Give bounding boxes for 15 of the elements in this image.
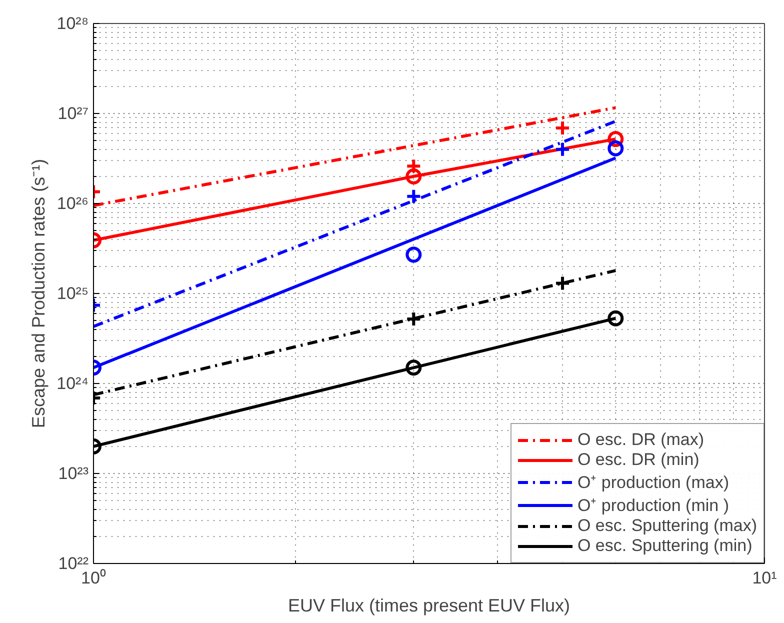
legend-label: O⁺ production (min ) bbox=[577, 495, 729, 516]
y-tick-label: 10²⁵ bbox=[56, 284, 89, 303]
x-axis-title: EUV Flux (times present EUV Flux) bbox=[288, 596, 570, 616]
y-tick-label: 10²⁸ bbox=[56, 14, 89, 33]
y-tick-label: 10²⁶ bbox=[56, 194, 89, 213]
y-tick-label: 10²⁴ bbox=[56, 374, 88, 393]
legend-label: O esc. DR (min) bbox=[577, 450, 700, 470]
x-tick-label: 10¹ bbox=[752, 568, 778, 588]
legend-label: O esc. Sputtering (min) bbox=[577, 536, 752, 556]
y-tick-label: 10²³ bbox=[58, 464, 89, 483]
legend-label: O⁺ production (max) bbox=[577, 472, 729, 493]
legend-label: O esc. Sputtering (max) bbox=[577, 516, 757, 536]
legend-label: O esc. DR (max) bbox=[577, 430, 704, 450]
y-axis-title: Escape and Production rates (s⁻¹) bbox=[28, 158, 49, 428]
y-tick-label: 10²⁷ bbox=[58, 104, 89, 123]
